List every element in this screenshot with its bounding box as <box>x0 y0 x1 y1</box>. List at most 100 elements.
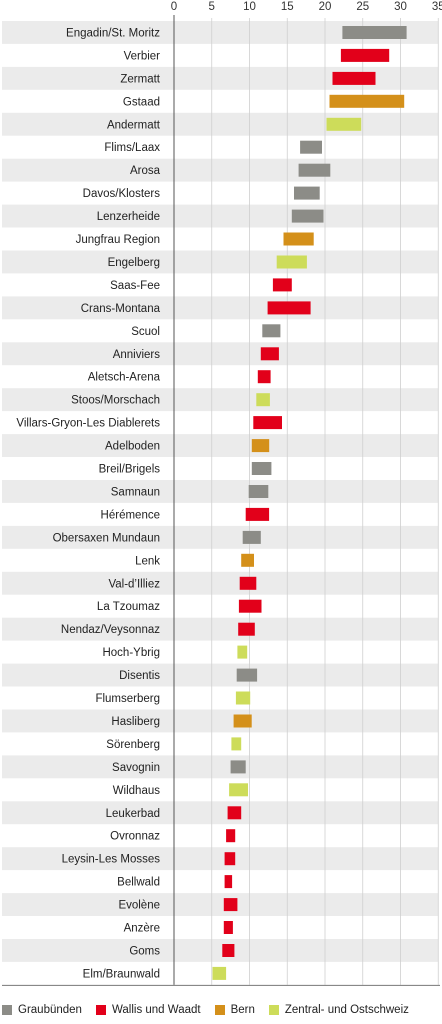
bar <box>237 645 248 659</box>
x-tick-label: 20 <box>319 1 332 13</box>
bar <box>342 26 407 39</box>
bar <box>242 530 261 544</box>
category-label: Crans-Montana <box>81 303 161 315</box>
legend-item-bern: Bern <box>214 1004 255 1016</box>
category-label: Gstaad <box>123 96 160 108</box>
legend-swatch <box>95 1005 106 1015</box>
bar <box>262 324 281 338</box>
bar <box>212 966 227 980</box>
bar <box>251 462 272 475</box>
category-label: Lenk <box>135 555 160 567</box>
category-label: Disentis <box>119 670 160 682</box>
bar <box>235 691 251 705</box>
bar <box>326 117 362 131</box>
bar <box>224 875 233 889</box>
bar <box>223 921 233 934</box>
legend-item-wallis-waadt: Wallis und Waadt <box>95 1004 201 1016</box>
bar <box>236 668 258 682</box>
category-label: Hérémence <box>101 509 160 521</box>
legend-label: Zentral- und Ostschweiz <box>284 1004 409 1016</box>
bar <box>329 94 405 108</box>
row-band <box>2 250 438 274</box>
category-label: Jungfrau Region <box>76 234 160 246</box>
category-label: Samnaun <box>111 487 160 499</box>
category-label: Anzère <box>124 923 160 935</box>
bar <box>226 829 236 843</box>
category-label: Andermatt <box>107 119 161 131</box>
category-label: Leukerbad <box>106 808 160 820</box>
category-label: Breil/Brigels <box>99 464 161 476</box>
row-band <box>2 571 438 595</box>
legend-label: Wallis und Waadt <box>111 1004 201 1016</box>
row-band <box>2 388 438 412</box>
category-label: Savognin <box>112 762 160 774</box>
category-label: Leysin-Les Mosses <box>62 854 161 866</box>
category-label: Engelberg <box>108 257 160 269</box>
bar <box>260 347 279 361</box>
row-bands <box>2 21 438 962</box>
category-label: Sörenberg <box>106 739 160 751</box>
category-label: La Tzoumaz <box>97 601 160 613</box>
bar <box>256 393 270 407</box>
category-labels: Engadin/St. Moritz Verbier Zermatt Gstaad An… <box>16 28 160 981</box>
row-band <box>2 66 438 90</box>
bar <box>238 599 262 613</box>
legend-item-zentral-ostschweiz: Zentral- und Ostschweiz <box>268 1004 409 1016</box>
category-label: Hasliberg <box>111 716 160 728</box>
gridlines <box>211 18 439 985</box>
bar <box>300 140 322 154</box>
bar <box>239 576 257 590</box>
legend-label: Bern <box>230 1004 255 1016</box>
category-label: Val-d’Illiez <box>108 578 160 590</box>
category-label: Saas-Fee <box>110 280 160 292</box>
legend-item-graubuenden: Graubünden <box>2 1004 82 1016</box>
bar <box>251 439 270 453</box>
category-label: Verbier <box>124 50 161 62</box>
x-tick-label: 5 <box>209 1 215 13</box>
category-label: Villars-Gryon-Les Diablerets <box>16 418 160 430</box>
bar <box>257 370 271 384</box>
category-label: Stoos/Morschach <box>71 395 160 407</box>
row-band <box>2 939 438 962</box>
category-label: Lenzerheide <box>97 211 160 223</box>
bar <box>224 852 236 866</box>
row-band <box>2 204 438 228</box>
row-band <box>2 112 438 136</box>
x-axis-tick-labels: 0 5 10 15 20 25 30 35 <box>171 1 442 13</box>
legend-swatch <box>268 1005 279 1015</box>
bar <box>298 163 331 177</box>
bar <box>253 416 282 430</box>
x-tick-label: 15 <box>281 1 294 13</box>
bar <box>223 898 238 912</box>
bar <box>241 553 254 567</box>
row-band <box>2 342 438 366</box>
category-label: Zermatt <box>120 73 160 85</box>
row-band <box>2 296 438 320</box>
category-label: Flims/Laax <box>104 142 160 154</box>
range-bar-chart: 0 5 10 15 20 25 30 35 Engadin/St. Moritz Verbier… <box>2 1 442 986</box>
row-band <box>2 709 438 733</box>
bar <box>332 71 376 85</box>
legend-swatch <box>214 1005 225 1015</box>
x-tick-label: 0 <box>171 1 177 13</box>
row-band <box>2 847 438 871</box>
row-band <box>2 434 438 457</box>
bar <box>248 485 269 498</box>
row-band <box>2 893 438 916</box>
bar <box>267 301 311 315</box>
category-label: Adelboden <box>105 441 160 453</box>
category-label: Goms <box>129 946 160 958</box>
bar <box>233 714 252 728</box>
category-label: Elm/Braunwald <box>83 968 160 980</box>
category-label: Bellwald <box>117 877 160 889</box>
category-label: Ovronnaz <box>110 831 160 843</box>
category-label: Evolène <box>118 900 160 912</box>
bar <box>229 783 248 797</box>
legend: Graubünden Wallis und Waadt Bern Zentral… <box>2 1001 442 1019</box>
x-tick-label: 10 <box>243 1 256 13</box>
bars <box>212 26 407 980</box>
row-band <box>2 525 438 549</box>
category-label: Nendaz/Veysonnaz <box>61 624 160 636</box>
category-label: Davos/Klosters <box>83 188 161 200</box>
bar <box>245 507 270 521</box>
